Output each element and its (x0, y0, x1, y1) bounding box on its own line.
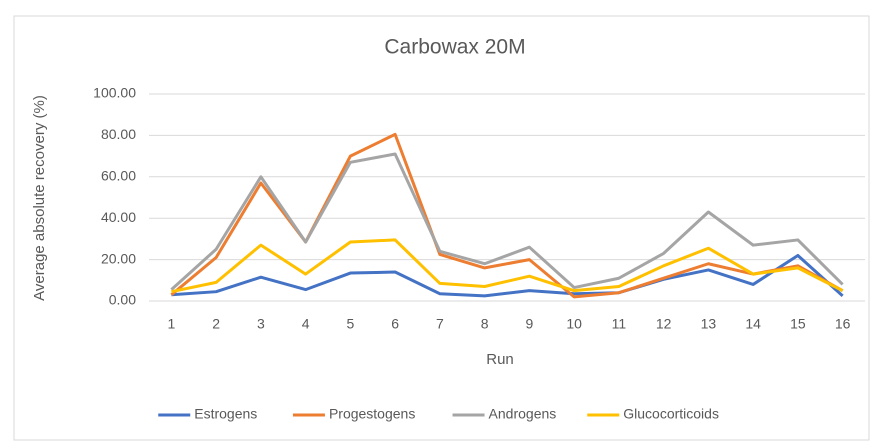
series-line (171, 238, 844, 294)
x-tick-label: 8 (481, 316, 489, 332)
x-tick-label: 5 (346, 316, 354, 332)
legend-label: Glucocorticoids (623, 406, 719, 422)
x-tick-label: 11 (612, 316, 627, 332)
y-tick-label: 20.00 (101, 250, 136, 266)
x-tick-label: 12 (656, 316, 672, 332)
y-tick-label: 100.00 (93, 85, 136, 101)
x-tick-label: 9 (525, 316, 533, 332)
x-tick-label: 6 (391, 316, 399, 332)
x-tick-label: 13 (701, 316, 717, 332)
series-line (170, 152, 844, 291)
y-axis-label: Average absolute recovery (%) (31, 95, 48, 301)
y-tick-label: 60.00 (101, 168, 136, 184)
chart-title: Carbowax 20M (384, 36, 525, 59)
chart-frame (13, 15, 870, 441)
legend-label: Androgens (489, 406, 557, 422)
x-tick-label: 2 (212, 316, 220, 332)
y-tick-label: 0.00 (109, 292, 136, 308)
series-line (171, 253, 844, 298)
y-tick-label: 40.00 (101, 209, 136, 225)
x-tick-label: 16 (835, 316, 851, 332)
x-axis-label: Run (486, 351, 514, 368)
x-tick-label: 10 (566, 316, 582, 332)
legend-label: Progestogens (329, 406, 415, 422)
x-tick-label: 14 (745, 316, 761, 332)
series-line (170, 132, 844, 299)
x-tick-label: 1 (167, 316, 175, 332)
x-tick-label: 3 (257, 316, 265, 332)
x-tick-label: 7 (436, 316, 444, 332)
x-tick-label: 4 (302, 316, 310, 332)
legend-label: Estrogens (194, 406, 257, 422)
x-tick-label: 15 (790, 316, 806, 332)
y-tick-label: 80.00 (101, 126, 136, 142)
